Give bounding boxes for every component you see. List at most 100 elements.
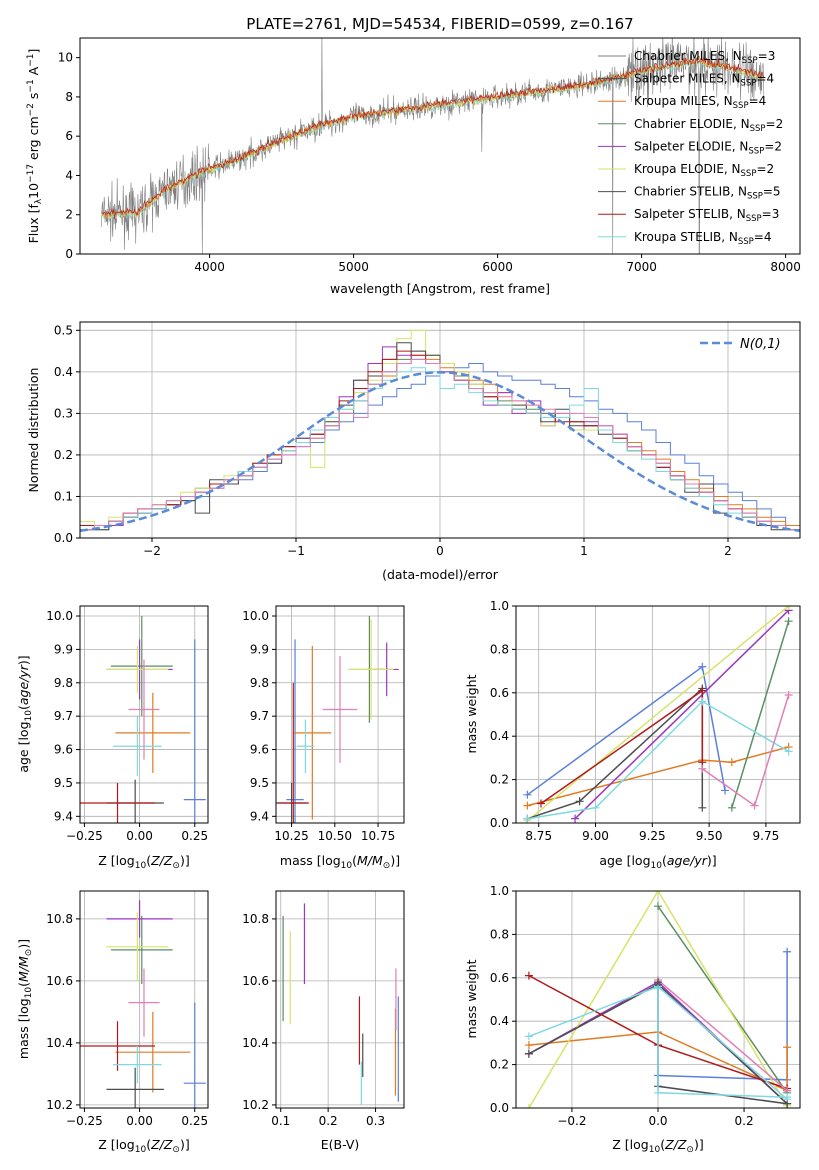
y-tick-label: 0.6: [490, 971, 509, 985]
label-part: ⊙: [172, 1145, 180, 1155]
x-tick-label: 0.1: [271, 1114, 290, 1128]
x-tick-label: 10.75: [361, 829, 395, 843]
label-part: age [log: [16, 721, 31, 772]
label-part: mass weight: [464, 674, 479, 753]
plot-area: [80, 616, 206, 823]
y-tick-label: 10.8: [242, 912, 269, 926]
legend-sub: SSP: [742, 56, 758, 66]
plus-marker: [727, 803, 736, 812]
y-tick-label: 9.8: [54, 676, 73, 690]
x-tick-label: 8.75: [525, 829, 552, 843]
label-part: )]: [707, 853, 717, 868]
histogram-xlabel: (data-model)/error: [382, 567, 499, 582]
plot-area: [80, 329, 800, 532]
label-part: )]: [16, 939, 31, 949]
legend-label: Chabrier MILES, NSSP=3: [634, 49, 775, 66]
legend-label: Chabrier STELIB, NSSP=5: [634, 185, 781, 202]
y-tick-label: 9.7: [250, 709, 269, 723]
label-part: mass weight: [464, 959, 479, 1038]
x-tick-label: 0.3: [366, 1114, 385, 1128]
label-part: (: [16, 705, 31, 710]
xlabel: Z [log10(Z/Z⊙)]: [98, 853, 189, 871]
x-tick-label: −2: [143, 544, 161, 558]
legend-model: Salpeter STELIB, N: [634, 207, 746, 221]
label-part: )]: [390, 853, 400, 868]
errorbar-point: [106, 646, 169, 693]
panel-mass-vs-EBV: 0.1 0.2 0.3 10.2 10.4 10.6 10.8 E(B-V): [242, 890, 405, 1152]
label-part: )]: [694, 1137, 704, 1152]
legend-model: Chabrier ELODIE, N: [634, 117, 750, 131]
spectrum-ylabel: Flux [fλ10−17 erg cm−2 s−1 A−1]: [26, 49, 44, 244]
legend-n: =2: [766, 117, 784, 131]
label-part: ]: [26, 49, 41, 54]
errorbar-point: [322, 656, 358, 763]
plot-area: [101, 38, 765, 254]
label-part: (: [146, 1137, 151, 1152]
normal-curve: [80, 371, 800, 532]
label-part: (: [352, 853, 357, 868]
weight-line: [527, 746, 789, 807]
legend-model: Kroupa MILES, N: [634, 94, 733, 108]
label-part: age/yr: [16, 664, 31, 705]
label-part: 10: [24, 710, 34, 722]
plus-marker: [654, 1088, 662, 1097]
label-part: 10: [24, 987, 34, 999]
plus-marker: [524, 1104, 533, 1108]
y-tick-label: 0.2: [490, 1058, 509, 1072]
label-part: −2: [26, 103, 36, 116]
axes-frame: [79, 37, 801, 255]
legend-label: Kroupa STELIB, NSSP=4: [634, 230, 772, 247]
errorbar-point: [113, 716, 162, 777]
label-part: Z/Z: [150, 853, 173, 868]
errorbar-point: [110, 616, 173, 717]
y-tick-label: 0.0: [490, 816, 509, 830]
y-tick-label: 0.2: [54, 448, 73, 462]
label-part: 10: [26, 183, 41, 199]
x-tick-label: −0.25: [66, 1114, 103, 1128]
x-tick-label: 9.25: [639, 829, 666, 843]
panel-mass-weight-vs-age: 8.75 9.00 9.25 9.50 9.75 0.0 0.2 0.4 0.6 0.8 1.0 ag…: [464, 599, 801, 871]
label-part: age/yr: [667, 853, 708, 868]
panel-age-vs-Z: −0.25 0.00 0.25 9.4 9.5 9.6 9.7 9.8 9.9 10.0 Z [lo…: [16, 605, 209, 871]
xlabel: E(B-V): [321, 1137, 360, 1152]
y-tick-label: 9.4: [54, 809, 73, 823]
label-part: Z/Z: [664, 1137, 687, 1152]
legend-sub: SSP: [746, 214, 762, 224]
x-tick-label: 0.00: [126, 1114, 153, 1128]
x-tick-label: 2: [724, 544, 732, 558]
errorbar-point: [115, 692, 191, 773]
y-tick-label: 1.0: [490, 599, 509, 613]
errorbar-point: [80, 782, 156, 823]
label-part: mass [log: [16, 998, 31, 1059]
plus-marker: [571, 814, 580, 823]
legend-entry: Salpeter STELIB, NSSP=3: [598, 207, 779, 224]
label-part: M/M: [357, 853, 383, 868]
legend-sub: SSP: [741, 79, 757, 89]
legend-n: =2: [756, 162, 774, 176]
label-part: erg cm: [26, 116, 41, 164]
x-tick-label: 0.0: [648, 1114, 667, 1128]
label-part: s: [26, 93, 41, 104]
legend-label: Salpeter STELIB, NSSP=3: [634, 207, 779, 224]
y-tick-label: 9.7: [54, 709, 73, 723]
label-part: 10: [341, 861, 353, 871]
axes-frame: [79, 605, 209, 824]
plus-marker: [784, 690, 793, 699]
plus-marker: [524, 1049, 533, 1058]
y-tick-label: 0.0: [490, 1101, 509, 1115]
y-tick-label: 0.4: [54, 365, 73, 379]
legend-sub: SSP: [747, 192, 763, 202]
legend-label: Salpeter ELODIE, NSSP=2: [634, 139, 782, 156]
label-part: ⊙: [686, 1145, 694, 1155]
y-tick-label: 10.4: [46, 1036, 73, 1050]
label-part: −1: [26, 54, 36, 67]
y-tick-label: 1.0: [490, 884, 509, 898]
label-part: λ: [34, 198, 44, 204]
legend-label: N(0,1): [740, 337, 781, 352]
y-tick-label: 10.6: [242, 974, 269, 988]
x-tick-label: 0.25: [181, 829, 208, 843]
errorbar-point: [106, 1067, 164, 1108]
label-part: Z [log: [98, 1137, 134, 1152]
